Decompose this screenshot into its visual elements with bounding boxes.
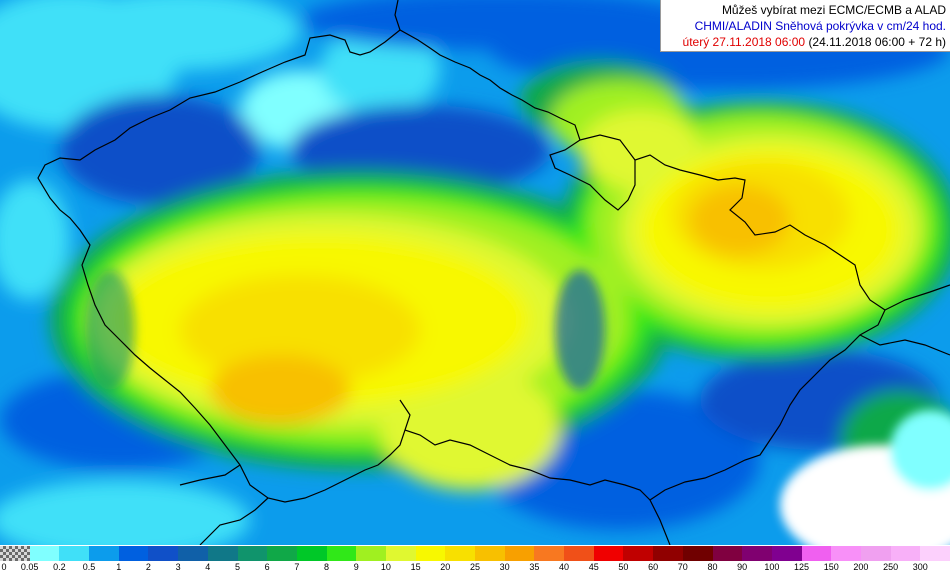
legend-tick: 0.05 xyxy=(20,562,39,572)
legend-swatch xyxy=(771,546,802,561)
legend-swatch xyxy=(207,546,238,561)
legend-tick: 0.5 xyxy=(82,562,96,572)
legend-color-bar xyxy=(0,546,950,561)
legend-tick: 1 xyxy=(116,562,122,572)
legend-tick: 60 xyxy=(648,562,659,572)
legend-tick: 250 xyxy=(883,562,899,572)
legend-swatch xyxy=(89,546,119,561)
legend-tick: 80 xyxy=(707,562,718,572)
legend-swatch xyxy=(475,546,505,561)
legend-tick: 6 xyxy=(264,562,270,572)
cz-border xyxy=(37,29,886,503)
forecast-map xyxy=(0,0,950,545)
legend-swatch xyxy=(445,546,475,561)
legend-swatch xyxy=(237,546,268,561)
legend-swatch xyxy=(653,546,683,561)
legend-swatch xyxy=(920,546,950,561)
legend-swatch xyxy=(564,546,594,561)
legend-tick: 100 xyxy=(764,562,780,572)
legend-tick: 45 xyxy=(588,562,599,572)
valid-date: úterý 27.11.2018 06:00 xyxy=(682,35,806,49)
legend-tick: 90 xyxy=(737,562,748,572)
color-legend: 0 0.05 0.2 0.5 1 2 3 4 5 6 7 8 9 10 15 20 25 30 35 40 45 50 60… xyxy=(0,545,950,574)
legend-tick: 30 xyxy=(499,562,510,572)
legend-tick: 0.2 xyxy=(53,562,66,572)
legend-swatch xyxy=(534,546,565,561)
legend-swatch xyxy=(296,546,327,561)
legend-tick: 2 xyxy=(145,562,151,572)
legend-tick: 15 xyxy=(410,562,421,572)
legend-swatch xyxy=(59,546,90,561)
info-panel: Můžeš vybírat mezi ECMC/ECMB a ALAD CHMI… xyxy=(660,0,950,52)
legend-tick: 0 xyxy=(1,562,7,572)
legend-swatch xyxy=(178,546,208,561)
legend-swatch xyxy=(860,546,891,561)
legend-swatch xyxy=(356,546,386,561)
legend-tick: 50 xyxy=(618,562,629,572)
legend-swatch xyxy=(118,546,149,561)
legend-tick: 8 xyxy=(324,562,330,572)
legend-tick: 7 xyxy=(294,562,300,572)
legend-swatch xyxy=(148,546,179,561)
legend-tick: 4 xyxy=(205,562,211,572)
model-choice-note: Můžeš vybírat mezi ECMC/ECMB a ALAD xyxy=(721,3,946,17)
legend-tick: 40 xyxy=(559,562,570,572)
legend-swatch xyxy=(712,546,743,561)
legend-tick: 25 xyxy=(469,562,481,572)
legend-tick: 3 xyxy=(175,562,181,572)
neighbor-borders xyxy=(179,0,950,545)
legend-swatch xyxy=(593,546,624,561)
legend-swatch xyxy=(682,546,713,561)
legend-tick: 35 xyxy=(529,562,540,572)
legend-tick-labels: 0 0.05 0.2 0.5 1 2 3 4 5 6 7 8 9 10 15 20 25 30 35 40 45 50 60… xyxy=(0,562,950,574)
legend-swatch xyxy=(0,546,30,561)
legend-tick: 150 xyxy=(823,562,839,572)
legend-tick: 125 xyxy=(794,562,810,572)
legend-swatch xyxy=(742,546,772,561)
legend-tick: 300 xyxy=(912,562,928,572)
legend-tick: 70 xyxy=(677,562,688,572)
legend-swatch xyxy=(29,546,60,561)
legend-tick: 20 xyxy=(440,562,451,572)
legend-tick: 10 xyxy=(380,562,391,572)
precipitation-field xyxy=(0,0,950,545)
forecast-range: (24.11.2018 06:00 + 72 h) xyxy=(808,35,946,49)
legend-tick: 9 xyxy=(353,562,359,572)
legend-swatch xyxy=(326,546,357,561)
legend-swatch xyxy=(504,546,535,561)
legend-swatch xyxy=(385,546,416,561)
legend-tick: 5 xyxy=(234,562,241,572)
legend-tick: 200 xyxy=(853,562,869,572)
legend-swatch xyxy=(801,546,832,561)
legend-swatch xyxy=(623,546,654,561)
legend-swatch xyxy=(267,546,297,561)
legend-swatch xyxy=(890,546,921,561)
legend-swatch xyxy=(415,546,446,561)
product-title: CHMI/ALADIN Sněhová pokrývka v cm/24 hod… xyxy=(694,19,946,33)
valid-time-line: úterý 27.11.2018 06:00 (24.11.2018 06:00… xyxy=(665,34,946,50)
legend-swatch xyxy=(831,546,861,561)
